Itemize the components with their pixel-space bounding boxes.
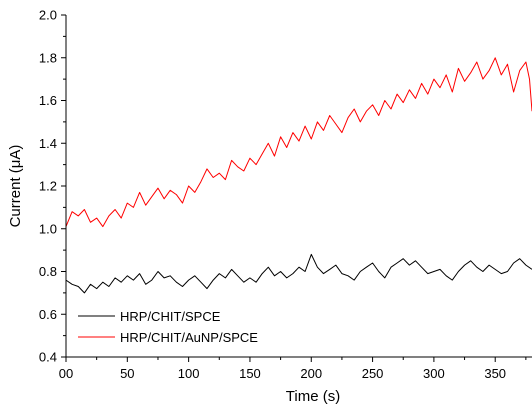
y-tick-label: 2.0 [39,8,57,23]
y-axis-title: Current (μA) [7,145,24,228]
y-tick-label: 1.6 [39,93,57,108]
y-tick-label: 0.8 [39,264,57,279]
x-tick-label: 00 [59,366,73,381]
y-tick-label: 1.0 [39,221,57,236]
y-axis-ticks: 0.4 0.6 0.8 1.0 1.2 1.4 1.6 1.8 2.0 [39,8,66,365]
series-line-1 [65,57,532,228]
y-tick-label: 1.4 [39,136,57,151]
legend-label-series-0: HRP/CHIT/SPCE [120,309,221,324]
x-tick-label: 150 [239,366,261,381]
x-tick-label: 100 [178,366,200,381]
x-tick-label: 50 [120,366,134,381]
legend: HRP/CHIT/SPCE HRP/CHIT/AuNP/SPCE [78,309,258,345]
y-tick-label: 0.4 [39,350,57,365]
x-axis-ticks: 00 50 100 150 200 250 300 350 [59,357,527,381]
x-tick-label: 350 [484,366,506,381]
x-tick-label: 250 [362,366,384,381]
series-layer [65,57,532,294]
x-tick-label: 300 [423,366,445,381]
x-axis-title: Time (s) [286,388,340,405]
legend-label-series-1: HRP/CHIT/AuNP/SPCE [120,330,258,345]
y-tick-label: 0.6 [39,307,57,322]
y-tick-label: 1.8 [39,50,57,65]
y-tick-label: 1.2 [39,179,57,194]
series-line-0 [65,253,532,294]
x-tick-label: 200 [300,366,322,381]
